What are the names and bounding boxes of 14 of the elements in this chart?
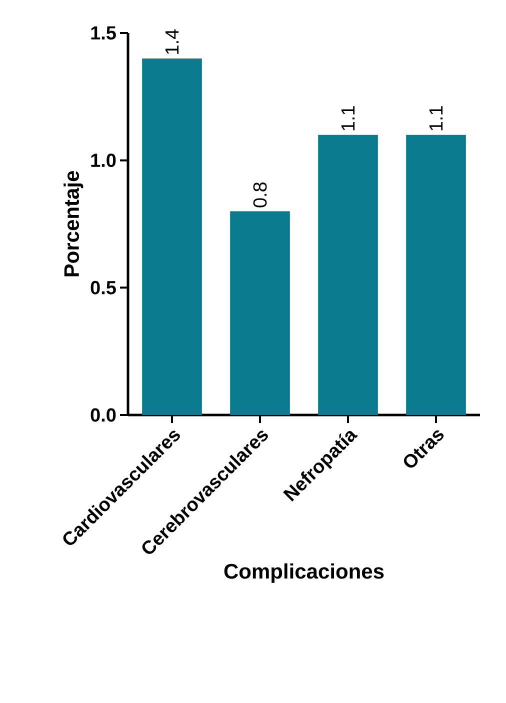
- data-label: 1.1: [429, 106, 443, 130]
- y-tick-label: 0.5: [90, 280, 116, 294]
- bar: [142, 58, 202, 415]
- data-label: 0.8: [253, 182, 267, 208]
- x-axis-title: Complicaciones: [224, 563, 384, 583]
- bar: [318, 134, 378, 415]
- bar: [406, 134, 466, 415]
- y-tick-label: 1.0: [91, 154, 116, 168]
- data-label: 1.1: [341, 106, 355, 130]
- bar: [230, 211, 290, 415]
- y-axis-title: Porcentaje: [64, 171, 84, 276]
- data-label: 1.4: [165, 29, 179, 54]
- y-tick-label: 1.5: [91, 26, 116, 40]
- y-tick-label: 0.0: [90, 408, 116, 422]
